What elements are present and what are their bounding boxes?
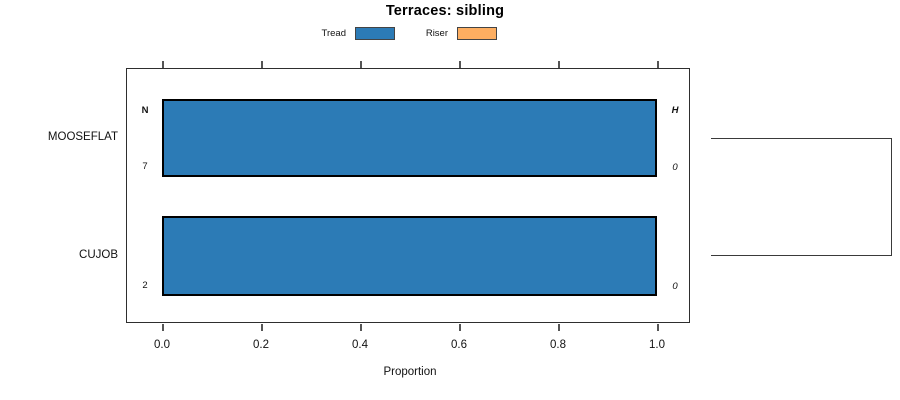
x-axis-tick-label: 0.6 xyxy=(451,339,467,351)
y-axis-label-cujob: CUJOB xyxy=(79,249,118,261)
x-axis-tick-label: 0.8 xyxy=(550,339,566,351)
x-axis-tick-label: 0.2 xyxy=(253,339,269,351)
x-axis-tick xyxy=(558,60,560,68)
n-value-mooseflat: 7 xyxy=(142,161,148,172)
bar-mooseflat-tread xyxy=(161,98,657,177)
h-value-mooseflat: 0 xyxy=(672,162,678,173)
legend-swatch-riser-icon xyxy=(457,27,497,40)
x-axis-tick xyxy=(360,60,362,68)
x-axis-tick xyxy=(657,323,659,331)
x-axis-title: Proportion xyxy=(383,366,437,378)
x-axis-tick xyxy=(162,323,164,331)
x-axis-tick xyxy=(360,323,362,331)
column-header-h: H xyxy=(671,105,679,116)
legend-swatch-tread-icon xyxy=(355,27,395,40)
legend-label-riser: Riser xyxy=(425,28,448,39)
bar-cujob-tread xyxy=(161,215,657,296)
x-axis-tick xyxy=(261,323,263,331)
x-axis-tick-label: 0.4 xyxy=(352,339,368,351)
x-axis-tick xyxy=(261,60,263,68)
chart-title: Terraces: sibling xyxy=(385,3,505,19)
legend-label-tread: Tread xyxy=(321,28,346,39)
x-axis-tick xyxy=(459,60,461,68)
y-axis-label-mooseflat: MOOSEFLAT xyxy=(47,131,118,143)
n-value-cujob: 2 xyxy=(142,280,148,291)
x-axis-tick-label: 0.0 xyxy=(154,339,170,351)
x-axis-tick xyxy=(162,60,164,68)
plot-box: N 7 H 0 2 0 xyxy=(126,60,690,331)
x-axis-tick-label: 1.0 xyxy=(649,339,665,351)
dendrogram-bracket xyxy=(711,138,892,256)
column-header-n: N xyxy=(141,105,149,116)
x-axis-tick xyxy=(657,60,659,68)
x-axis-tick xyxy=(459,323,461,331)
x-axis-tick xyxy=(558,323,560,331)
h-value-cujob: 0 xyxy=(672,281,678,292)
